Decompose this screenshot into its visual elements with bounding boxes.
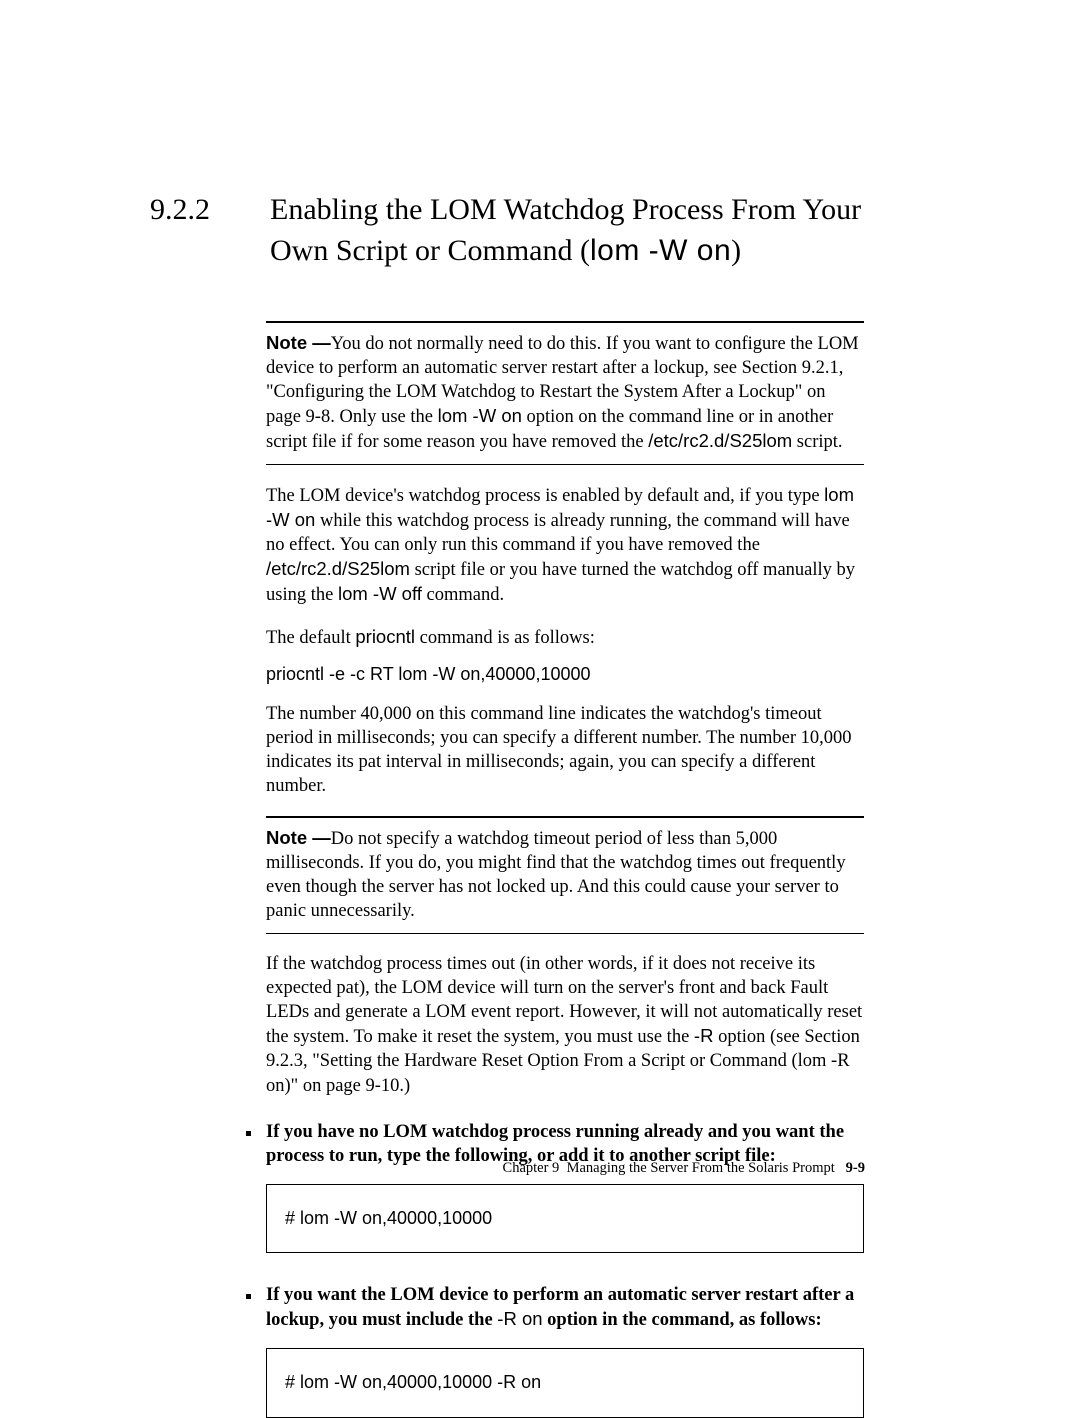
p1-b: while this watchdog process is already r… <box>266 511 850 555</box>
footer-title: Managing the Server From the Solaris Pro… <box>567 1160 835 1176</box>
note-2: Note —Do not specify a watchdog timeout … <box>266 818 864 933</box>
page: 9.2.2 Enabling the LOM Watchdog Process … <box>0 0 1080 1397</box>
note-rule-bottom <box>266 464 864 465</box>
page-footer: Chapter 9 Managing the Server From the S… <box>503 1160 865 1177</box>
note2-text: Do not specify a watchdog timeout period… <box>266 829 846 921</box>
section-title: Enabling the LOM Watchdog Process From Y… <box>270 190 865 271</box>
note-1: Note —You do not normally need to do thi… <box>266 323 864 464</box>
title-text-pre: Enabling the LOM Watchdog Process From Y… <box>270 193 861 267</box>
p4-opt: -R <box>694 1025 714 1046</box>
body-column: Note —You do not normally need to do thi… <box>266 321 864 1418</box>
p2-b: command is as follows: <box>415 628 595 648</box>
code-2: # lom -W on,40000,10000 -R on <box>285 1372 541 1392</box>
p1-path: /etc/rc2.d/S25lom <box>266 558 410 579</box>
p2-cmd: priocntl <box>355 626 415 647</box>
note2-rule-bottom <box>266 933 864 934</box>
p2-a: The default <box>266 628 355 648</box>
note-path: /etc/rc2.d/S25lom <box>648 430 792 451</box>
paragraph-2: The default priocntl command is as follo… <box>266 625 864 650</box>
bullet-1: If you have no LOM watchdog process runn… <box>246 1120 864 1253</box>
note-text-c: script. <box>792 432 842 452</box>
footer-page: 9-9 <box>846 1160 865 1176</box>
code-1: # lom -W on,40000,10000 <box>285 1208 492 1228</box>
note2-label: Note — <box>266 827 331 848</box>
p1-d: command. <box>422 585 504 605</box>
bullet-2: If you want the LOM device to perform an… <box>246 1283 864 1417</box>
section-number: 9.2.2 <box>150 190 270 231</box>
note-label: Note — <box>266 332 331 353</box>
bullet-2-opt: -R on <box>497 1308 542 1329</box>
note-cmd: lom -W on <box>438 405 522 426</box>
code-box-2: # lom -W on,40000,10000 -R on <box>266 1348 864 1417</box>
bullet-2-text-b: option in the command, as follows: <box>543 1310 822 1330</box>
paragraph-1: The LOM device's watchdog process is ena… <box>266 483 864 607</box>
code-box-1: # lom -W on,40000,10000 <box>266 1184 864 1253</box>
footer-chapter: Chapter 9 <box>503 1160 560 1176</box>
bullet-1-text: If you have no LOM watchdog process runn… <box>266 1122 844 1166</box>
section-heading: 9.2.2 Enabling the LOM Watchdog Process … <box>150 190 865 271</box>
paragraph-4: If the watchdog process times out (in ot… <box>266 952 864 1097</box>
p1-cmd2: lom -W off <box>338 583 422 604</box>
command-line: priocntl -e -c RT lom -W on,40000,10000 <box>266 663 864 686</box>
p1-a: The LOM device's watchdog process is ena… <box>266 486 824 506</box>
title-command: lom -W on <box>590 234 731 267</box>
paragraph-3: The number 40,000 on this command line i… <box>266 702 864 798</box>
title-text-post: ) <box>731 234 741 267</box>
